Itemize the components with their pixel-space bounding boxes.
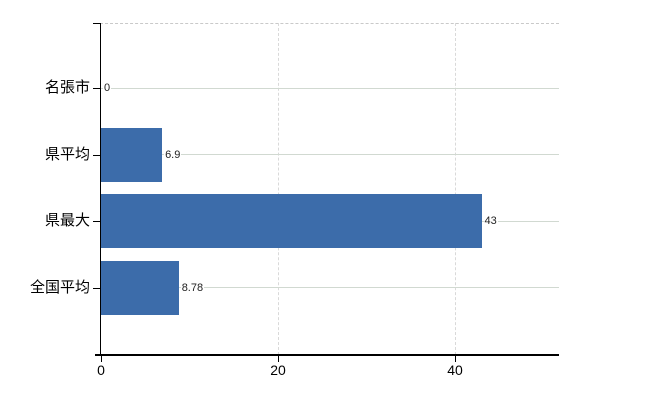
y-axis-line [100, 23, 101, 355]
x-tick-label: 40 [447, 362, 463, 378]
v-gridline [278, 23, 279, 355]
bar [101, 260, 179, 315]
category-label: 県平均 [44, 145, 90, 163]
x-tick [455, 356, 456, 362]
x-tick-label: 20 [270, 362, 286, 378]
h-gridline [101, 154, 559, 155]
x-tick [278, 356, 279, 362]
x-axis-line [95, 354, 559, 356]
category-label: 名張市 [44, 79, 90, 96]
bar [101, 194, 482, 248]
data-label: 6.9 [164, 147, 182, 162]
data-label: 8.78 [180, 280, 205, 295]
y-tick [93, 221, 100, 222]
x-tick [101, 356, 102, 362]
y-tick [93, 88, 100, 89]
category-label: 県最大 [44, 212, 90, 229]
v-gridline [455, 23, 456, 355]
plot-top-border [100, 23, 559, 24]
category-label: 全国平均 [29, 278, 90, 296]
data-label: 0 [103, 81, 112, 95]
h-gridline [101, 287, 559, 288]
y-tick [93, 287, 100, 289]
h-gridline [101, 87, 559, 89]
data-label: 43 [483, 214, 498, 228]
x-tick-label: 0 [97, 362, 105, 378]
y-tick [93, 23, 100, 24]
bar [101, 127, 163, 182]
y-tick [93, 154, 100, 156]
